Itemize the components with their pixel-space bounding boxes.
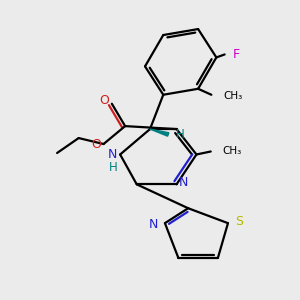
Text: O: O <box>100 94 110 107</box>
Text: N: N <box>148 218 158 231</box>
Text: F: F <box>233 48 240 61</box>
Text: CH₃: CH₃ <box>223 91 242 101</box>
Text: H: H <box>176 128 184 141</box>
Text: H: H <box>109 160 117 173</box>
Text: O: O <box>91 137 101 151</box>
Polygon shape <box>150 129 169 136</box>
Text: N: N <box>108 148 118 161</box>
Text: S: S <box>235 215 243 228</box>
Text: CH₃: CH₃ <box>222 146 241 157</box>
Text: N: N <box>179 176 188 189</box>
